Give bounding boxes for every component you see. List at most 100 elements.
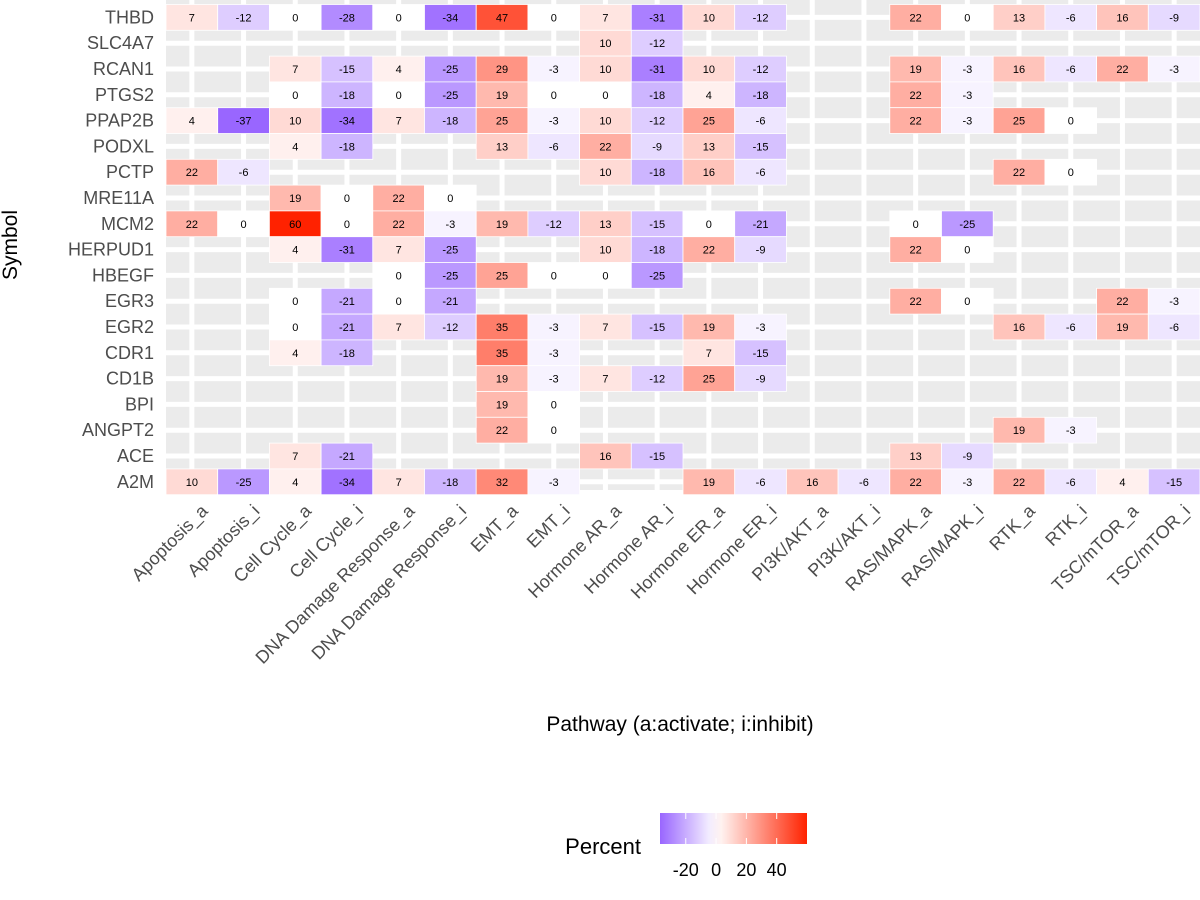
cell-value-label: 10: [599, 245, 611, 257]
cell-value-label: -31: [649, 12, 665, 24]
x-tick-label: RTK_a: [985, 500, 1040, 555]
cell-value-label: -37: [236, 116, 252, 128]
heatmap-cell: [475, 262, 529, 289]
cell-value-label: 35: [496, 322, 508, 334]
cell-value-label: 0: [240, 219, 246, 231]
cell-value-label: 16: [703, 167, 715, 179]
cell-value-label: 13: [910, 451, 922, 463]
cell-value-label: -6: [1169, 322, 1179, 334]
heatmap-cell: [941, 81, 994, 109]
heatmap-cell: [889, 4, 942, 31]
heatmap-cell: [579, 262, 632, 289]
heatmap-cell: [734, 133, 787, 160]
heatmap-cell: [889, 287, 942, 315]
heatmap-cell: [889, 81, 942, 109]
cell-value-label: 25: [703, 116, 715, 128]
cell-value-label: -9: [1169, 12, 1179, 24]
cell-value-label: 13: [1013, 12, 1025, 24]
heatmap-cell: [320, 339, 374, 367]
cell-value-label: 7: [602, 322, 608, 334]
y-tick-label: ACE: [117, 446, 154, 466]
cell-value-label: 10: [599, 116, 611, 128]
heatmap-cell: [424, 236, 477, 263]
x-axis-title: Pathway (a:activate; i:inhibit): [546, 713, 813, 736]
cell-value-label: 0: [964, 296, 970, 308]
heatmap-cell: [372, 313, 425, 341]
cell-value-label: 19: [496, 219, 508, 231]
heatmap-cell: [268, 107, 322, 134]
heatmap-cell: [941, 236, 994, 263]
cell-value-label: 7: [396, 116, 402, 128]
cell-value-label: 0: [396, 296, 402, 308]
cell-value-label: 25: [496, 270, 508, 282]
legend-tick-label: 20: [736, 860, 756, 880]
cell-value-label: 0: [344, 193, 350, 205]
heatmap-cell: [786, 468, 839, 496]
cell-value-label: 10: [599, 167, 611, 179]
cell-value-label: 16: [599, 451, 611, 463]
heatmap-cell: [682, 55, 736, 83]
heatmap-cell: [217, 158, 270, 186]
y-tick-label: RCAN1: [93, 59, 154, 79]
cell-value-label: -21: [339, 296, 355, 308]
heatmap-cell: [1044, 107, 1098, 134]
cell-value-label: 0: [913, 219, 919, 231]
cell-value-label: 7: [396, 322, 402, 334]
cell-value-label: 22: [910, 90, 922, 102]
cell-value-label: -6: [549, 141, 559, 153]
legend-tick-label: -20: [673, 860, 699, 880]
y-axis-title: Symbol: [0, 210, 22, 280]
heatmap-cell: [682, 365, 736, 392]
cell-value-label: -12: [649, 116, 665, 128]
heatmap-cell: [268, 184, 322, 212]
cell-value-label: -12: [753, 12, 769, 24]
heatmap-cell: [217, 468, 270, 496]
y-tick-label: BPI: [125, 394, 154, 414]
cell-value-label: 10: [599, 38, 611, 50]
cell-value-label: 19: [496, 374, 508, 386]
heatmap-cell: [475, 339, 529, 367]
y-tick-label: CDR1: [105, 343, 154, 363]
heatmap-cell: [682, 81, 736, 109]
cell-value-label: 0: [706, 219, 712, 231]
heatmap-cell: [1044, 158, 1098, 186]
cell-value-label: -6: [756, 116, 766, 128]
cell-value-label: 29: [496, 64, 508, 76]
heatmap-cell: [165, 468, 219, 496]
cell-value-label: 7: [602, 374, 608, 386]
cell-value-label: -15: [753, 348, 769, 360]
heatmap-cell: [268, 4, 322, 31]
cell-value-label: -3: [549, 477, 559, 489]
cell-value-label: -3: [549, 116, 559, 128]
cell-value-label: 0: [602, 90, 608, 102]
cell-value-label: -25: [442, 64, 458, 76]
heatmap-cell: [1147, 55, 1200, 83]
cell-value-label: 0: [964, 12, 970, 24]
cell-value-label: 0: [292, 12, 298, 24]
heatmap-cell: [527, 339, 581, 367]
cell-value-label: 22: [496, 425, 508, 437]
cell-value-label: 4: [1119, 477, 1125, 489]
heatmap-cell: [630, 262, 684, 289]
cell-value-label: 22: [910, 12, 922, 24]
heatmap-cell: [475, 210, 529, 238]
heatmap-cell: [372, 4, 425, 31]
heatmap-cell: [1147, 4, 1200, 31]
heatmap-cell: [630, 81, 684, 109]
heatmap-cell: [217, 210, 270, 238]
cell-value-label: 19: [703, 322, 715, 334]
cell-value-label: 4: [292, 245, 298, 257]
cell-value-label: 0: [1068, 167, 1074, 179]
heatmap-cell: [941, 287, 994, 315]
heatmap-cell: [424, 107, 477, 134]
cell-value-label: 4: [292, 477, 298, 489]
cell-value-label: 7: [706, 348, 712, 360]
heatmap-cell: [372, 236, 425, 263]
y-tick-label: MCM2: [101, 214, 154, 234]
heatmap-cell: [475, 313, 529, 341]
cell-value-label: -21: [339, 322, 355, 334]
cell-value-label: -18: [442, 477, 458, 489]
heatmap-cell: [1096, 468, 1149, 496]
heatmap-cell: [320, 442, 374, 470]
cell-value-label: 32: [496, 477, 508, 489]
